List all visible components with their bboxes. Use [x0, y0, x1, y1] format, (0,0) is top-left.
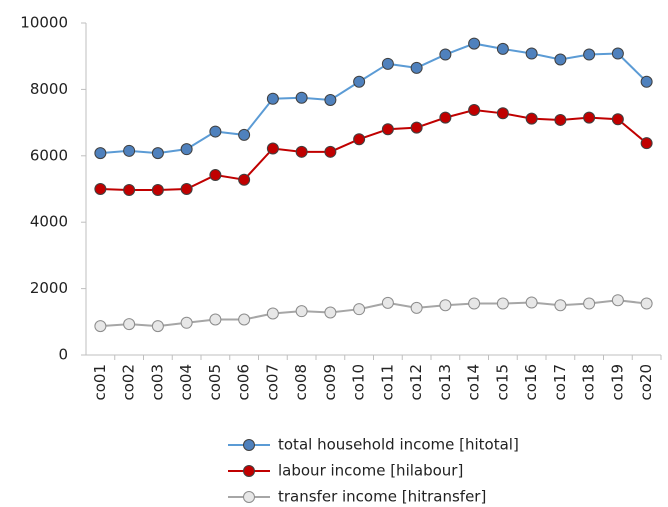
marker	[468, 297, 481, 310]
marker	[238, 173, 251, 186]
marker	[439, 48, 452, 61]
x-tick-label: co08	[292, 364, 310, 401]
y-tick-label: 10000	[20, 14, 68, 32]
marker	[525, 296, 538, 309]
marker	[151, 183, 164, 196]
y-tick-label: 8000	[30, 80, 68, 98]
marker	[554, 113, 567, 126]
marker	[324, 145, 337, 158]
x-tick-label: co12	[407, 364, 425, 401]
marker	[94, 147, 107, 160]
x-tick-label: co16	[522, 364, 540, 401]
marker	[295, 145, 308, 158]
marker	[353, 133, 366, 146]
marker	[324, 306, 337, 319]
marker	[209, 169, 222, 182]
x-tick-label: co14	[465, 364, 483, 401]
marker	[180, 143, 193, 156]
marker	[611, 47, 624, 60]
y-tick-label: 0	[58, 346, 68, 364]
x-tick-label: co06	[235, 364, 253, 401]
x-tick-label: co20	[637, 364, 655, 401]
marker	[353, 303, 366, 316]
marker	[381, 57, 394, 70]
marker	[640, 137, 653, 150]
legend-marker	[243, 491, 255, 503]
marker	[151, 320, 164, 333]
marker	[583, 111, 596, 124]
marker	[468, 37, 481, 50]
marker	[266, 142, 279, 155]
marker	[266, 92, 279, 105]
marker	[381, 123, 394, 136]
x-tick-label: co07	[263, 364, 281, 401]
marker	[238, 128, 251, 141]
marker	[151, 147, 164, 160]
x-tick-label: co02	[120, 364, 138, 401]
marker	[295, 91, 308, 104]
marker	[611, 113, 624, 126]
legend-label: total household income [hitotal]	[278, 436, 519, 454]
legend-marker	[243, 439, 255, 451]
x-tick-label: co05	[206, 364, 224, 401]
marker	[353, 75, 366, 88]
marker	[583, 48, 596, 61]
x-tick-label: co04	[177, 364, 195, 401]
x-tick-label: co11	[378, 364, 396, 401]
y-tick-label: 4000	[30, 213, 68, 231]
legend-marker	[243, 465, 255, 477]
marker	[180, 316, 193, 329]
x-tick-label: co03	[148, 364, 166, 401]
x-tick-label: co09	[321, 364, 339, 401]
marker	[525, 112, 538, 125]
marker	[94, 183, 107, 195]
marker	[611, 294, 624, 307]
marker	[180, 183, 193, 195]
marker	[123, 144, 136, 157]
x-tick-label: co10	[350, 364, 368, 401]
marker	[209, 125, 222, 138]
marker	[266, 307, 279, 320]
x-tick-label: co15	[493, 364, 511, 401]
x-tick-label: co19	[608, 364, 626, 401]
marker	[439, 299, 452, 312]
marker	[554, 53, 567, 66]
marker	[496, 42, 509, 55]
marker	[640, 297, 653, 310]
marker	[123, 318, 136, 331]
marker	[640, 75, 653, 88]
marker	[209, 313, 222, 326]
marker	[468, 103, 481, 116]
marker	[525, 47, 538, 60]
marker	[439, 111, 452, 124]
marker	[295, 305, 308, 318]
legend-label: transfer income [hitransfer]	[278, 488, 486, 506]
marker	[410, 301, 423, 314]
marker	[324, 94, 337, 107]
legend-label: labour income [hilabour]	[278, 462, 463, 480]
marker	[238, 313, 251, 326]
x-tick-label: co01	[91, 364, 109, 401]
marker	[410, 121, 423, 134]
marker	[496, 107, 509, 120]
y-tick-label: 6000	[30, 146, 68, 164]
marker	[410, 61, 423, 74]
marker	[583, 297, 596, 310]
marker	[381, 296, 394, 309]
x-tick-label: co13	[436, 364, 454, 401]
marker	[94, 320, 107, 333]
y-tick-label: 2000	[30, 279, 68, 297]
x-tick-label: co18	[580, 364, 598, 401]
marker	[554, 299, 567, 312]
marker	[123, 183, 136, 196]
marker	[496, 297, 509, 310]
x-tick-label: co17	[551, 364, 569, 401]
